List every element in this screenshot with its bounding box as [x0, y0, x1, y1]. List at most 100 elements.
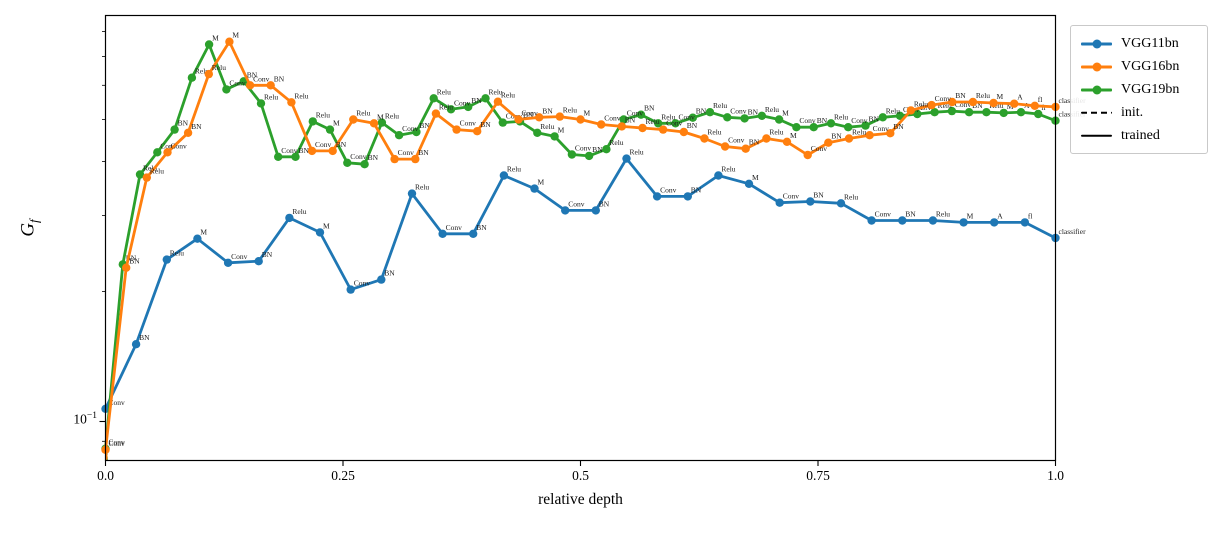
data-point: [555, 112, 564, 121]
point-label: M: [1007, 102, 1014, 111]
data-point: [222, 85, 231, 94]
data-point: [1030, 101, 1040, 111]
data-point: [187, 73, 197, 82]
y-axis-label-sub: f: [26, 219, 42, 223]
point-label: Relu: [844, 192, 858, 201]
point-label: Relu: [170, 249, 184, 258]
series-markers-VGG19bn: [101, 40, 1060, 453]
point-label: Relu: [609, 138, 623, 147]
point-label: Conv: [666, 119, 683, 128]
point-label: Conv: [460, 119, 477, 128]
point-label: Conv: [873, 124, 890, 133]
data-point: [411, 154, 420, 164]
data-point: [499, 171, 509, 180]
data-point: [867, 216, 876, 225]
point-label: Conv: [730, 106, 747, 115]
point-label: BN: [418, 148, 429, 157]
legend-swatch-icon: [1081, 38, 1112, 49]
data-point: [622, 154, 631, 163]
point-label: Relu: [195, 67, 209, 76]
data-point: [407, 189, 417, 198]
legend-label: init.: [1121, 104, 1144, 120]
data-point: [266, 81, 275, 90]
data-point: [826, 119, 836, 128]
data-point: [947, 106, 957, 116]
point-label: Conv: [229, 78, 246, 87]
point-label: Conv: [171, 141, 188, 150]
point-label: M: [790, 131, 797, 140]
data-point: [1010, 99, 1019, 108]
point-label: BN: [748, 107, 759, 116]
data-point: [183, 128, 193, 137]
data-point: [561, 206, 570, 215]
legend-label: VGG11bn: [1121, 35, 1179, 51]
data-point: [394, 131, 404, 140]
data-point: [824, 138, 833, 147]
y-axis-label-main: G: [17, 222, 39, 237]
x-axis-label: relative depth: [538, 491, 623, 508]
point-label: BN: [592, 145, 603, 154]
data-point: [898, 216, 907, 225]
point-label: Conv: [783, 192, 800, 201]
legend-entry-trained: trained: [1081, 126, 1197, 145]
y-major-tick-label: 10−1: [73, 411, 97, 427]
point-label: BN: [191, 122, 202, 131]
data-point: [533, 128, 542, 137]
data-point: [328, 146, 337, 156]
point-label: BN: [955, 91, 966, 100]
point-label: BN: [813, 191, 824, 200]
data-point: [153, 148, 162, 157]
data-point: [906, 106, 916, 115]
data-point: [591, 206, 600, 215]
y-axis-label: Gf: [18, 219, 43, 236]
x-tick-label: 0.5: [572, 468, 589, 483]
data-point: [464, 102, 473, 112]
data-point: [619, 115, 628, 124]
point-label: Relu: [439, 103, 453, 112]
point-label: BN: [687, 121, 698, 130]
point-label: M: [967, 211, 974, 220]
point-label: Relu: [356, 109, 370, 118]
point-label: Conv: [604, 114, 621, 123]
point-label: Conv: [627, 109, 644, 118]
data-point: [254, 257, 263, 266]
data-point: [162, 255, 171, 264]
data-point: [550, 132, 559, 141]
data-point: [700, 134, 709, 143]
point-label: BN: [419, 121, 430, 130]
point-label: BN: [869, 115, 880, 124]
point-label: Conv: [109, 398, 126, 407]
data-point: [223, 258, 233, 267]
point-label: BN: [480, 120, 491, 129]
data-point: [576, 115, 585, 124]
point-label: BN: [368, 153, 379, 162]
data-point: [861, 121, 870, 130]
legend-entry-VGG16bn: VGG16bn: [1081, 57, 1197, 76]
data-point: [473, 127, 482, 136]
data-point: [369, 119, 379, 128]
x-tick-label: 1.0: [1047, 468, 1064, 483]
data-point: [377, 118, 387, 127]
data-point: [959, 218, 968, 227]
data-point: [225, 37, 234, 46]
point-label: M: [997, 92, 1004, 101]
point-label: BN: [471, 96, 482, 105]
point-label: fl: [1028, 211, 1033, 220]
data-point: [498, 118, 507, 127]
data-point: [325, 125, 335, 134]
point-label: BN: [542, 106, 553, 115]
data-point: [930, 108, 939, 117]
data-point: [377, 275, 386, 284]
point-label: Conv: [446, 223, 463, 232]
point-label: Relu: [501, 91, 515, 100]
series-markers-VGG16bn: [101, 37, 1060, 454]
data-point: [256, 99, 266, 108]
data-point: [308, 117, 317, 126]
data-point: [429, 94, 438, 103]
legend: VGG11bn VGG16bn VGG19bn init. trained: [1070, 25, 1208, 154]
point-label: Relu: [938, 101, 952, 110]
point-label: Conv: [253, 74, 270, 83]
point-label: BN: [905, 210, 916, 219]
